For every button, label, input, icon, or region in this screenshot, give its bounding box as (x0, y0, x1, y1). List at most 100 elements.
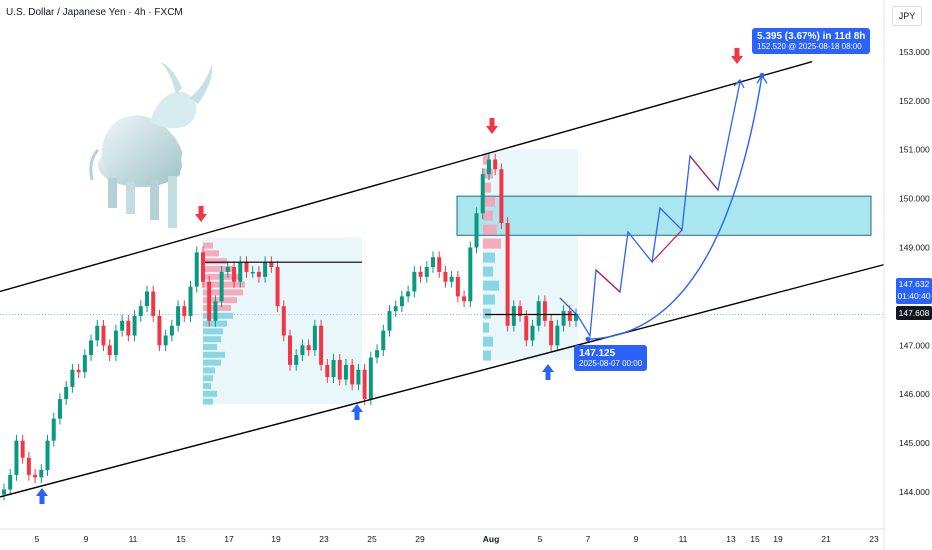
candle-body (455, 276, 460, 297)
x-tick-label: 21 (821, 534, 831, 544)
candle-body (225, 267, 230, 272)
candle-body (157, 315, 162, 346)
x-tick-label: 11 (129, 534, 138, 544)
candle-body (200, 252, 205, 282)
x-tick-label: 19 (773, 534, 783, 544)
candle-body (57, 399, 62, 419)
forecast-down-leg (595, 269, 621, 293)
volume-profile-bar (203, 312, 233, 319)
candle-body (493, 159, 498, 170)
x-tick-label: 17 (224, 534, 234, 544)
x-tick-label: 19 (271, 534, 281, 544)
candle-body (182, 306, 187, 316)
x-tick-label: 7 (586, 534, 591, 544)
candle-body (250, 271, 255, 274)
volume-profile-bar (483, 182, 491, 193)
candle-body (542, 301, 547, 321)
x-tick-label: Aug (483, 534, 500, 544)
forecast-down-leg (651, 229, 683, 263)
resistance-line (0, 61, 813, 293)
volume-profile-bar (203, 367, 215, 374)
x-tick-label: 11 (679, 534, 688, 544)
volume-profile-bar (203, 359, 221, 366)
volume-profile-bar (483, 266, 493, 277)
y-tick-label: 147.000 (899, 340, 930, 350)
candle-body (443, 271, 448, 282)
volume-profile-bar (203, 336, 221, 343)
candle-body (474, 213, 479, 248)
candle-body (518, 306, 523, 316)
y-tick-label: 151.000 (899, 145, 930, 155)
candle-body (120, 320, 125, 331)
volume-profile-bar (203, 351, 225, 358)
candle-body (238, 262, 243, 282)
forecast-curve (587, 75, 763, 340)
x-tick-label: 29 (415, 534, 425, 544)
candle-body (449, 276, 454, 282)
arrow-down-icon (731, 48, 743, 64)
candle-body (281, 306, 286, 336)
candle-body (524, 315, 529, 341)
drawings-layer (0, 48, 885, 504)
forecast-down-leg (689, 155, 719, 191)
forecast-low-marker (585, 336, 591, 342)
x-tick-label: 13 (726, 534, 736, 544)
candle-body (219, 271, 224, 302)
current-price: 147.632 (898, 279, 930, 289)
y-tick-label: 149.000 (899, 243, 930, 253)
candle-body (300, 345, 305, 356)
y-tick-label: 145.000 (899, 438, 930, 448)
volume-profile-bar (203, 390, 217, 397)
candle-body (82, 355, 87, 373)
currency-button[interactable]: JPY (892, 6, 922, 26)
volume-profile-bar (203, 344, 217, 351)
candle-body (331, 359, 336, 378)
x-tick-label: 15 (750, 534, 760, 544)
y-tick-label: 144.000 (899, 487, 930, 497)
volume-profile-bar (203, 281, 245, 288)
candle-body (101, 325, 106, 346)
candle-body (64, 386, 69, 400)
volume-profile-bar (483, 252, 495, 263)
candle-body (244, 262, 249, 272)
candle-body (312, 325, 317, 351)
volume-profile-bar (203, 250, 219, 257)
candle-body (381, 330, 386, 351)
candle-body (356, 369, 361, 385)
target-measure-callout[interactable]: 5.395 (3.67%) in 11d 8h 152.520 @ 2025-0… (752, 28, 871, 54)
volume-profile-bar (203, 383, 211, 390)
candle-body (362, 369, 367, 400)
y-tick-label: 152.000 (899, 96, 930, 106)
candle-body (33, 474, 38, 478)
volume-profile-bar (483, 238, 501, 249)
forecast-arrowhead (733, 78, 745, 89)
arrow-down-icon (195, 206, 207, 222)
volume-profile-bar (483, 196, 495, 207)
y-tick-label: 150.000 (899, 194, 930, 204)
candle-body (176, 306, 181, 326)
symbol-title: U.S. Dollar / Japanese Yen · 4h · FXCM (6, 7, 183, 18)
candle-body (437, 257, 442, 272)
candle-body (76, 369, 81, 373)
candle-body (26, 457, 31, 475)
candle-body (505, 223, 510, 326)
volume-profile-bar (203, 328, 223, 335)
volume-profile-bar (483, 154, 489, 165)
candle-body (95, 325, 100, 341)
volume-profile-bar (483, 336, 493, 347)
candle-body (207, 281, 212, 321)
low-price-callout[interactable]: 147.125 2025-08-07 00:00 (574, 345, 648, 371)
volume-profile-bar (483, 294, 495, 305)
low-date: 2025-08-07 00:00 (579, 359, 643, 368)
x-tick-label: 15 (176, 534, 186, 544)
x-tick-label: 9 (634, 534, 639, 544)
candle-body (406, 291, 411, 297)
candle-body (275, 267, 280, 307)
arrow-down-icon (486, 118, 498, 134)
candle-body (8, 474, 13, 490)
candle-body (555, 325, 560, 346)
forecast-target-marker (759, 72, 765, 78)
candle-body (132, 315, 137, 336)
